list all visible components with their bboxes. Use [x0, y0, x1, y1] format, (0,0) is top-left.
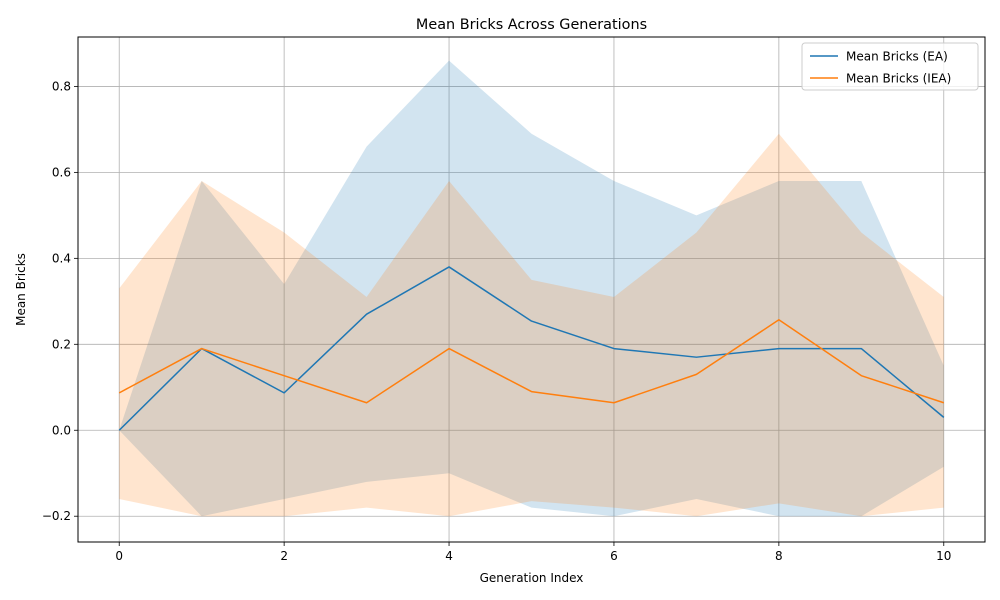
x-tick-label: 6: [610, 549, 618, 563]
y-tick-label: 0.0: [52, 423, 71, 437]
series-line-iea: [118, 319, 945, 404]
y-tick-label: 0.8: [52, 79, 71, 93]
y-tick-label: −0.2: [42, 509, 71, 523]
x-tick-label: 2: [280, 549, 288, 563]
y-tick-label: 0.2: [52, 337, 71, 351]
x-tick-label: 10: [936, 549, 951, 563]
x-tick-label: 4: [445, 549, 453, 563]
legend-label-iea: Mean Bricks (IEA): [846, 72, 951, 86]
x-axis-title: Generation Index: [480, 571, 584, 585]
confidence-bands: [119, 60, 944, 517]
y-tick-label: 0.4: [52, 251, 71, 265]
band-iea: [119, 133, 944, 517]
band-ea: [119, 60, 944, 517]
y-tick-label: 0.6: [52, 165, 71, 179]
x-tick-label: 8: [775, 549, 783, 563]
x-tick-label: 0: [115, 549, 123, 563]
plot-frame: [77, 36, 986, 543]
chart-title: Mean Bricks Across Generations: [416, 17, 647, 33]
series-line-ea: [118, 266, 945, 431]
axis-ticks: 0 2 4 6 8 10 −0.2 0.0 0.2 0.4 0.6 0.8: [42, 79, 952, 563]
grid: [78, 37, 985, 542]
y-axis-title: Mean Bricks: [14, 253, 28, 326]
series-lines: [118, 266, 945, 431]
legend-label-ea: Mean Bricks (EA): [846, 50, 948, 64]
legend: Mean Bricks (EA) Mean Bricks (IEA): [801, 42, 979, 91]
legend-box: [801, 42, 979, 91]
